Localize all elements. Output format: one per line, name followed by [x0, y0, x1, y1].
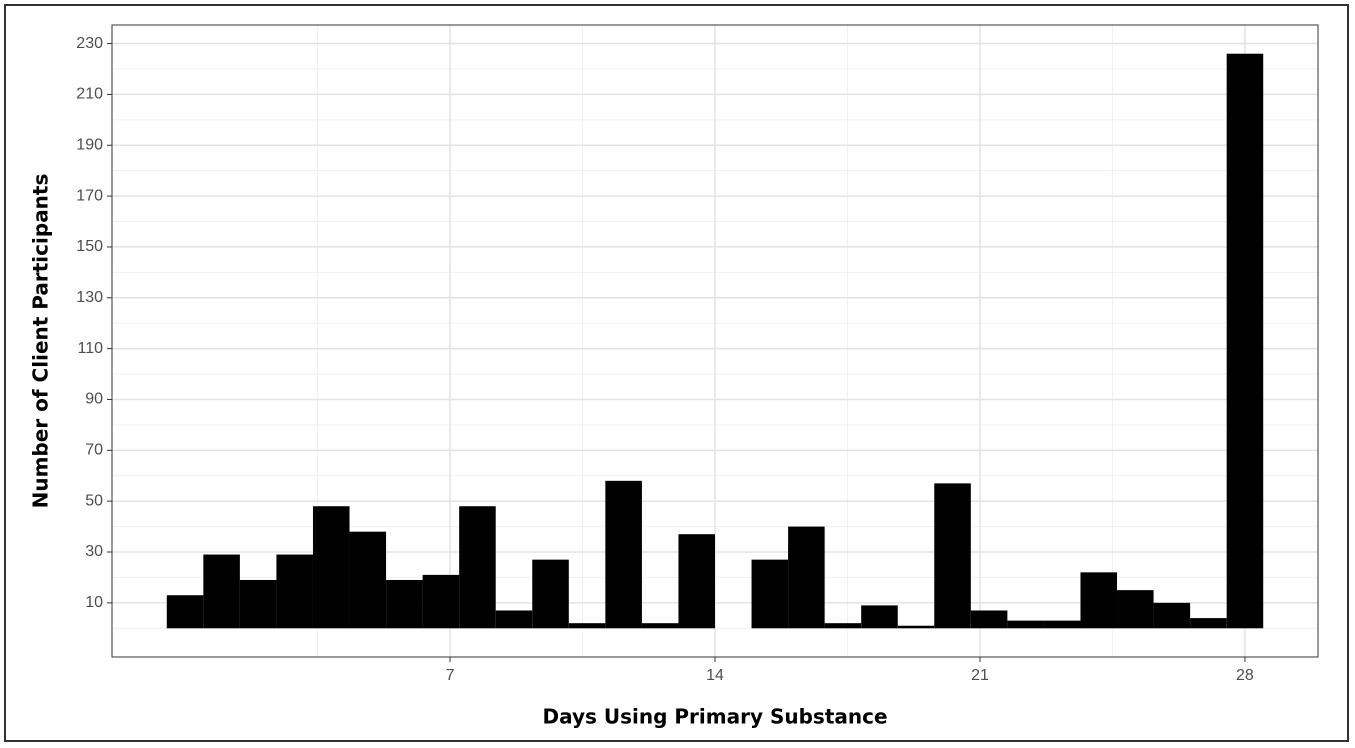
x-axis-title: Days Using Primary Substance — [542, 705, 887, 729]
bar — [1190, 618, 1227, 629]
x-tick-label: 7 — [446, 667, 455, 684]
bar — [1153, 602, 1191, 629]
bar — [312, 506, 350, 629]
y-tick-label: 190 — [76, 136, 103, 153]
y-tick-label: 210 — [76, 86, 103, 103]
y-tick-label: 150 — [76, 238, 103, 255]
plot-border — [111, 24, 1319, 658]
x-tick-label: 21 — [971, 667, 989, 684]
bar — [239, 579, 277, 629]
y-tick-label: 130 — [76, 289, 103, 306]
x-tick-label: 28 — [1236, 667, 1254, 684]
bar — [349, 531, 387, 629]
bar — [788, 526, 825, 629]
bar — [605, 480, 642, 629]
frame — [4, 4, 1349, 742]
bar — [386, 579, 423, 629]
x-tick-label: 14 — [706, 667, 724, 684]
y-tick-label: 90 — [85, 391, 103, 408]
bar — [276, 554, 313, 629]
bar — [897, 625, 935, 629]
bar — [532, 559, 569, 629]
bar — [751, 559, 789, 629]
bar — [166, 595, 204, 629]
y-tick-label: 10 — [85, 594, 103, 611]
y-axis-title: Number of Client Participants — [29, 174, 53, 509]
bar — [1080, 572, 1118, 629]
bar — [1226, 53, 1264, 629]
bar — [824, 623, 862, 629]
bar — [1043, 620, 1081, 629]
bar — [678, 534, 715, 629]
bar — [970, 610, 1008, 629]
bar — [934, 483, 971, 629]
bar — [459, 506, 496, 629]
y-tick-label: 50 — [85, 492, 103, 509]
bar — [568, 623, 606, 629]
bar — [203, 554, 240, 629]
y-tick-label: 70 — [85, 442, 103, 459]
bar — [861, 605, 898, 629]
bar — [641, 623, 679, 629]
bar — [1117, 590, 1154, 629]
y-tick-label: 30 — [85, 543, 103, 560]
y-tick-label: 110 — [77, 340, 103, 357]
bar — [422, 574, 460, 629]
bar — [1007, 620, 1044, 629]
y-tick-label: 230 — [76, 35, 103, 52]
bar — [495, 610, 533, 629]
y-tick-label: 170 — [76, 187, 103, 204]
